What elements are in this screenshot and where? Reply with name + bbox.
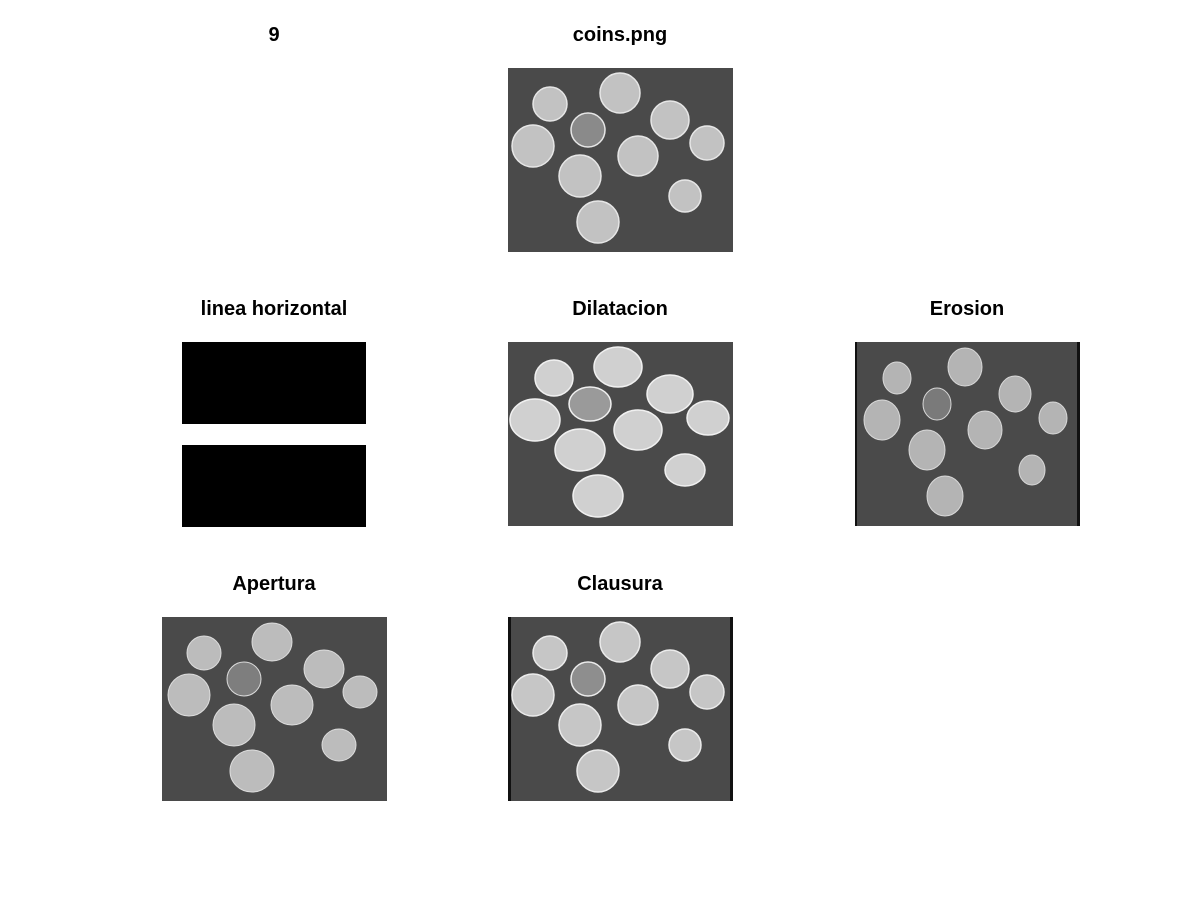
original-coins-image <box>508 68 733 252</box>
closing-title: Clausura <box>577 573 663 595</box>
original-image-title: coins.png <box>572 24 668 46</box>
dilation-image <box>508 342 733 526</box>
erosion-title: Erosion <box>929 298 1005 320</box>
erosion-image <box>855 342 1080 526</box>
opening-title: Apertura <box>232 573 316 595</box>
dilation-title: Dilatacion <box>572 298 668 320</box>
figure-number-title: 9 <box>268 24 280 46</box>
structuring-element-block-top <box>182 342 366 424</box>
structuring-element-title: linea horizontal <box>200 298 348 320</box>
structuring-element-block-bottom <box>182 445 366 527</box>
closing-image <box>508 617 733 801</box>
opening-image <box>162 617 387 801</box>
